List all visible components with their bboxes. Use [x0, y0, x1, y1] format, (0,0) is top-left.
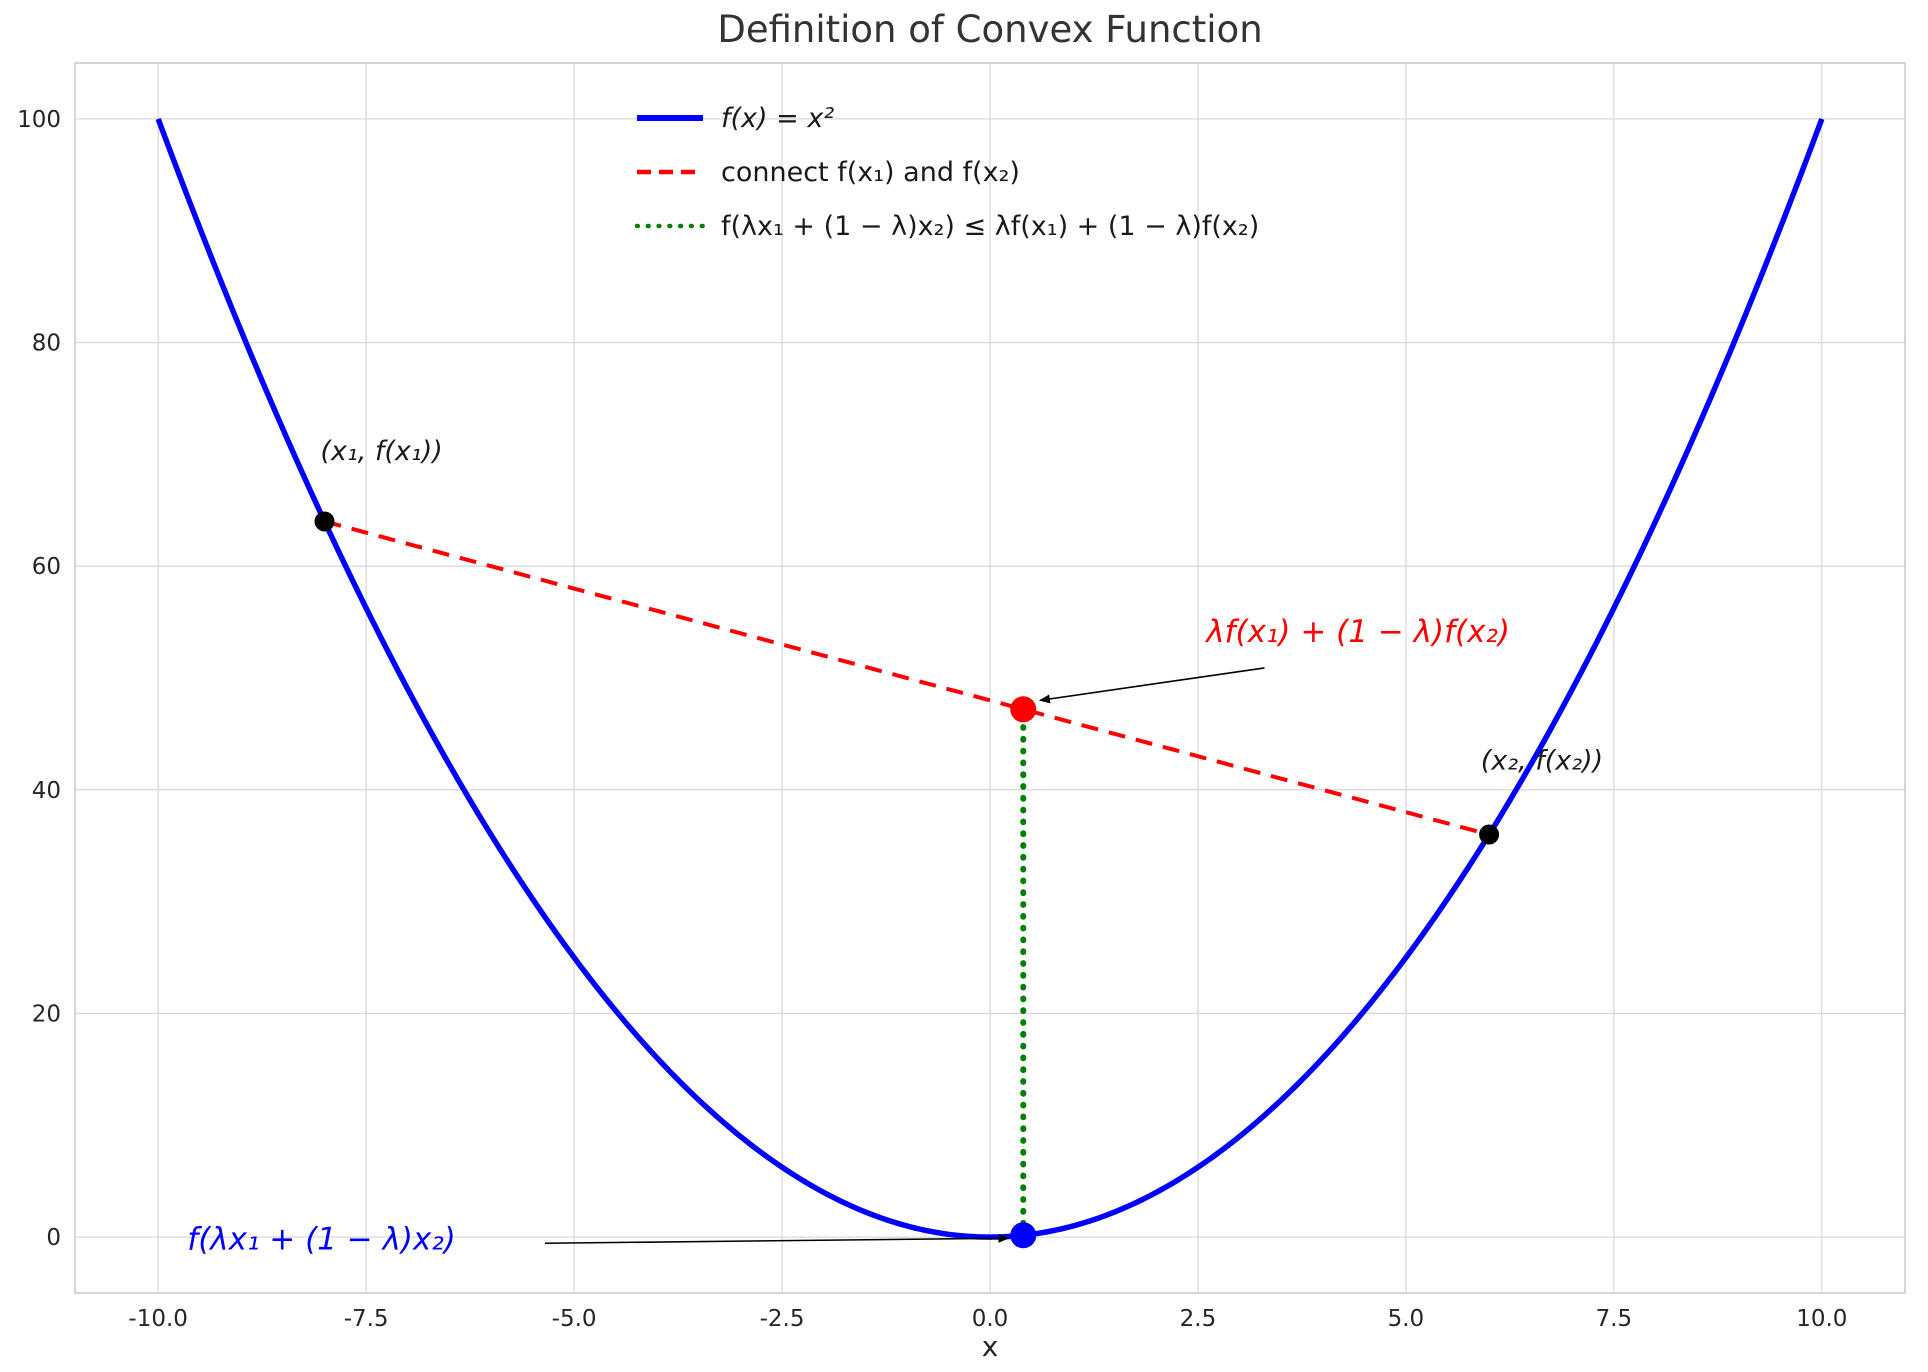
x-tick-label: -10.0 [128, 1306, 188, 1332]
point-function-value [1010, 1222, 1037, 1249]
legend-label: f(x) = x² [721, 103, 834, 134]
legend: f(x) = x² connect f(x₁) and f(x₂) f(λx₁ + … [634, 103, 1259, 242]
chord-line [324, 519, 1490, 837]
y-tick-label: 80 [32, 331, 61, 357]
legend-label: f(λx₁ + (1 − λ)x₂) ≤ λf(x₁) + (1 − λ)f(x… [721, 211, 1259, 242]
annotation-text: λf(x₁) + (1 − λ)f(x₂) [1204, 614, 1510, 650]
x-axis-label: x [982, 1330, 999, 1363]
annotation-arrow [1038, 667, 1265, 704]
y-tick-label: 60 [32, 554, 61, 580]
x-tick-label: 7.5 [1596, 1306, 1633, 1332]
y-tick-label: 100 [17, 107, 61, 133]
legend-entry: f(x) = x² [637, 103, 834, 134]
x-tick-label: -2.5 [760, 1306, 805, 1332]
x-tick-label: 0.0 [972, 1306, 1009, 1332]
point-label: (x₂, f(x₂)) [1481, 746, 1603, 777]
point-x1 [314, 511, 335, 532]
x-tick-label: 2.5 [1180, 1306, 1217, 1332]
x-tick-label: -5.0 [552, 1306, 597, 1332]
annotation-text: f(λx₁ + (1 − λ)x₂) [187, 1221, 456, 1257]
point-label: (x₁, f(x₁)) [320, 436, 442, 467]
chart-title: Definition of Convex Function [717, 8, 1262, 51]
legend-entry: f(λx₁ + (1 − λ)x₂) ≤ λf(x₁) + (1 − λ)f(x… [634, 211, 1259, 242]
point-x2 [1479, 824, 1500, 845]
x-tick-label: -7.5 [344, 1306, 389, 1332]
x-tick-label: 5.0 [1388, 1306, 1425, 1332]
function-curve [155, 117, 1825, 1240]
plot-border [74, 62, 1906, 1294]
point-chord-combination [1010, 696, 1037, 723]
annotation-arrow [544, 1233, 1010, 1245]
legend-label: connect f(x₁) and f(x₂) [721, 157, 1020, 188]
y-tick-label: 0 [46, 1225, 61, 1251]
y-tick-label: 20 [32, 1001, 61, 1027]
x-tick-label: 10.0 [1796, 1306, 1847, 1332]
legend-entry: connect f(x₁) and f(x₂) [637, 157, 1020, 188]
y-tick-label: 40 [32, 778, 61, 804]
